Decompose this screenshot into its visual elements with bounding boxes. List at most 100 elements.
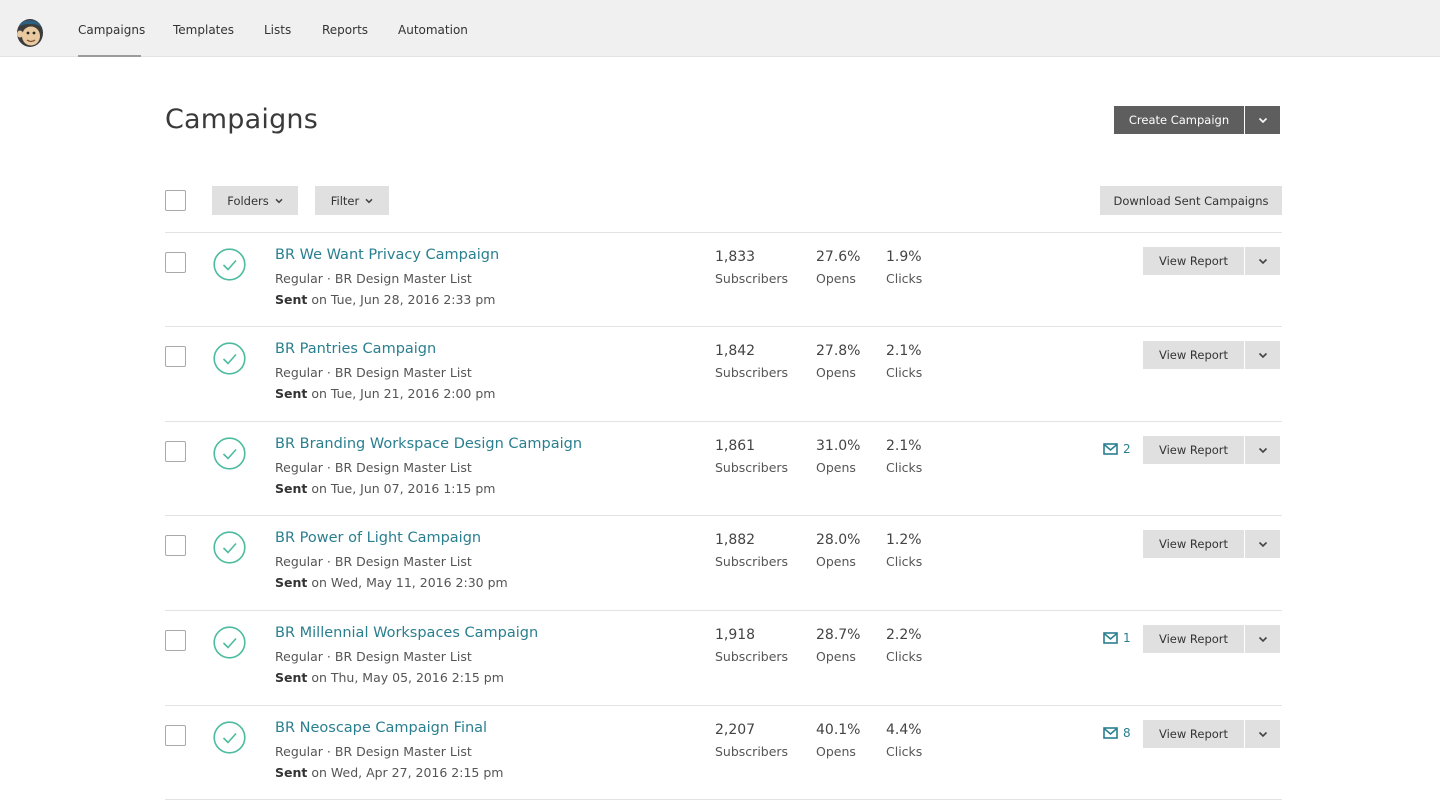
campaign-sent-date: Sent on Tue, Jun 28, 2016 2:33 pm (275, 292, 495, 307)
opens-label: Opens (816, 649, 856, 664)
clicks-label: Clicks (886, 365, 923, 380)
sent-date-text: on Tue, Jun 28, 2016 2:33 pm (307, 292, 496, 307)
campaign-meta: Regular · BR Design Master List (275, 271, 472, 286)
clicks-value: 2.1% (886, 438, 922, 454)
nav-campaigns[interactable]: Campaigns (78, 0, 145, 57)
campaign-sent-date: Sent on Tue, Jun 07, 2016 1:15 pm (275, 481, 495, 496)
replies-badge[interactable]: 8 (1103, 726, 1131, 740)
campaign-title-link[interactable]: BR Power of Light Campaign (275, 530, 482, 546)
envelope-icon (1103, 727, 1118, 739)
replies-badge[interactable]: 2 (1103, 442, 1131, 456)
subscribers-label: Subscribers (715, 271, 789, 286)
opens-value: 40.1% (816, 722, 861, 738)
create-campaign-menu-button[interactable] (1244, 106, 1280, 134)
campaign-title-link[interactable]: BR Millennial Workspaces Campaign (275, 625, 539, 641)
sent-date-text: on Wed, May 11, 2016 2:30 pm (307, 575, 508, 590)
subscribers-value: 2,207 (715, 722, 756, 738)
campaign-sent-date: Sent on Thu, May 05, 2016 2:15 pm (275, 670, 504, 685)
subscribers-value: 1,861 (715, 438, 756, 454)
campaign-title-link[interactable]: BR Pantries Campaign (275, 341, 437, 357)
chevron-down-icon (1258, 541, 1267, 547)
chevron-down-icon (275, 198, 283, 203)
view-report-button[interactable]: View Report (1143, 530, 1244, 558)
campaign-title-link[interactable]: BR We Want Privacy Campaign (275, 247, 500, 263)
campaign-title-link[interactable]: BR Branding Workspace Design Campaign (275, 436, 583, 452)
campaign-meta: Regular · BR Design Master List (275, 460, 472, 475)
nav-automation[interactable]: Automation (398, 23, 468, 37)
subscribers-label: Subscribers (715, 554, 789, 569)
filter-button[interactable]: Filter (315, 186, 389, 215)
row-actions-menu-button[interactable] (1244, 341, 1280, 369)
sent-check-icon (213, 721, 246, 754)
campaign-title-link[interactable]: BR Neoscape Campaign Final (275, 720, 488, 736)
clicks-label: Clicks (886, 744, 923, 759)
row-actions-menu-button[interactable] (1244, 625, 1280, 653)
campaign-meta: Regular · BR Design Master List (275, 744, 472, 759)
row-checkbox[interactable] (165, 441, 186, 462)
nav-reports[interactable]: Reports (322, 23, 369, 37)
download-sent-campaigns-button[interactable]: Download Sent Campaigns (1100, 186, 1282, 215)
sent-label: Sent (275, 765, 308, 780)
row-checkbox[interactable] (165, 535, 186, 556)
opens-label: Opens (816, 744, 856, 759)
view-report-button[interactable]: View Report (1143, 436, 1244, 464)
view-report-button[interactable]: View Report (1143, 247, 1244, 275)
chevron-down-icon (1258, 636, 1267, 642)
campaign-row: BR Branding Workspace Design Campaign Re… (165, 421, 1282, 516)
campaign-row: BR Pantries Campaign Regular · BR Design… (165, 326, 1282, 421)
sent-label: Sent (275, 386, 308, 401)
campaign-meta: Regular · BR Design Master List (275, 649, 472, 664)
subscribers-value: 1,833 (715, 249, 756, 265)
campaign-meta: Regular · BR Design Master List (275, 554, 472, 569)
campaign-sent-date: Sent on Wed, Apr 27, 2016 2:15 pm (275, 765, 503, 780)
filter-label: Filter (330, 193, 360, 208)
view-report-split-button: View Report (1143, 720, 1280, 748)
clicks-value: 1.2% (886, 532, 922, 548)
row-actions-menu-button[interactable] (1244, 720, 1280, 748)
view-report-split-button: View Report (1143, 341, 1280, 369)
opens-value: 28.0% (816, 532, 861, 548)
create-campaign-button[interactable]: Create Campaign (1114, 106, 1244, 134)
row-actions-menu-button[interactable] (1244, 247, 1280, 275)
view-report-split-button: View Report (1143, 436, 1280, 464)
subscribers-value: 1,842 (715, 343, 756, 359)
replies-count: 2 (1123, 442, 1131, 456)
view-report-split-button: View Report (1143, 247, 1280, 275)
subscribers-label: Subscribers (715, 460, 789, 475)
replies-badge[interactable]: 1 (1103, 631, 1131, 645)
clicks-label: Clicks (886, 649, 923, 664)
opens-label: Opens (816, 365, 856, 380)
view-report-button[interactable]: View Report (1143, 720, 1244, 748)
campaign-sent-date: Sent on Wed, May 11, 2016 2:30 pm (275, 575, 508, 590)
clicks-value: 2.2% (886, 627, 922, 643)
row-checkbox[interactable] (165, 252, 186, 273)
opens-value: 27.8% (816, 343, 861, 359)
replies-count: 8 (1123, 726, 1131, 740)
sent-date-text: on Tue, Jun 07, 2016 1:15 pm (307, 481, 496, 496)
nav-lists[interactable]: Lists (264, 23, 292, 37)
row-checkbox[interactable] (165, 630, 186, 651)
campaign-sent-date: Sent on Tue, Jun 21, 2016 2:00 pm (275, 386, 495, 401)
clicks-value: 1.9% (886, 249, 922, 265)
row-actions-menu-button[interactable] (1244, 436, 1280, 464)
nav-templates[interactable]: Templates (173, 23, 235, 37)
opens-label: Opens (816, 554, 856, 569)
row-checkbox[interactable] (165, 346, 186, 367)
sent-check-icon (213, 342, 246, 375)
chimp-logo-icon[interactable] (14, 14, 46, 48)
clicks-label: Clicks (886, 271, 923, 286)
opens-label: Opens (816, 460, 856, 475)
subscribers-label: Subscribers (715, 365, 789, 380)
select-all-checkbox[interactable] (165, 190, 186, 211)
row-actions-menu-button[interactable] (1244, 530, 1280, 558)
envelope-icon (1103, 443, 1118, 455)
folders-button[interactable]: Folders (212, 186, 298, 215)
view-report-button[interactable]: View Report (1143, 341, 1244, 369)
campaign-row: BR Power of Light Campaign Regular · BR … (165, 515, 1282, 610)
view-report-button[interactable]: View Report (1143, 625, 1244, 653)
campaign-meta: Regular · BR Design Master List (275, 365, 472, 380)
row-checkbox[interactable] (165, 725, 186, 746)
chevron-down-icon (1258, 117, 1267, 123)
opens-value: 28.7% (816, 627, 861, 643)
chevron-down-icon (365, 198, 373, 203)
